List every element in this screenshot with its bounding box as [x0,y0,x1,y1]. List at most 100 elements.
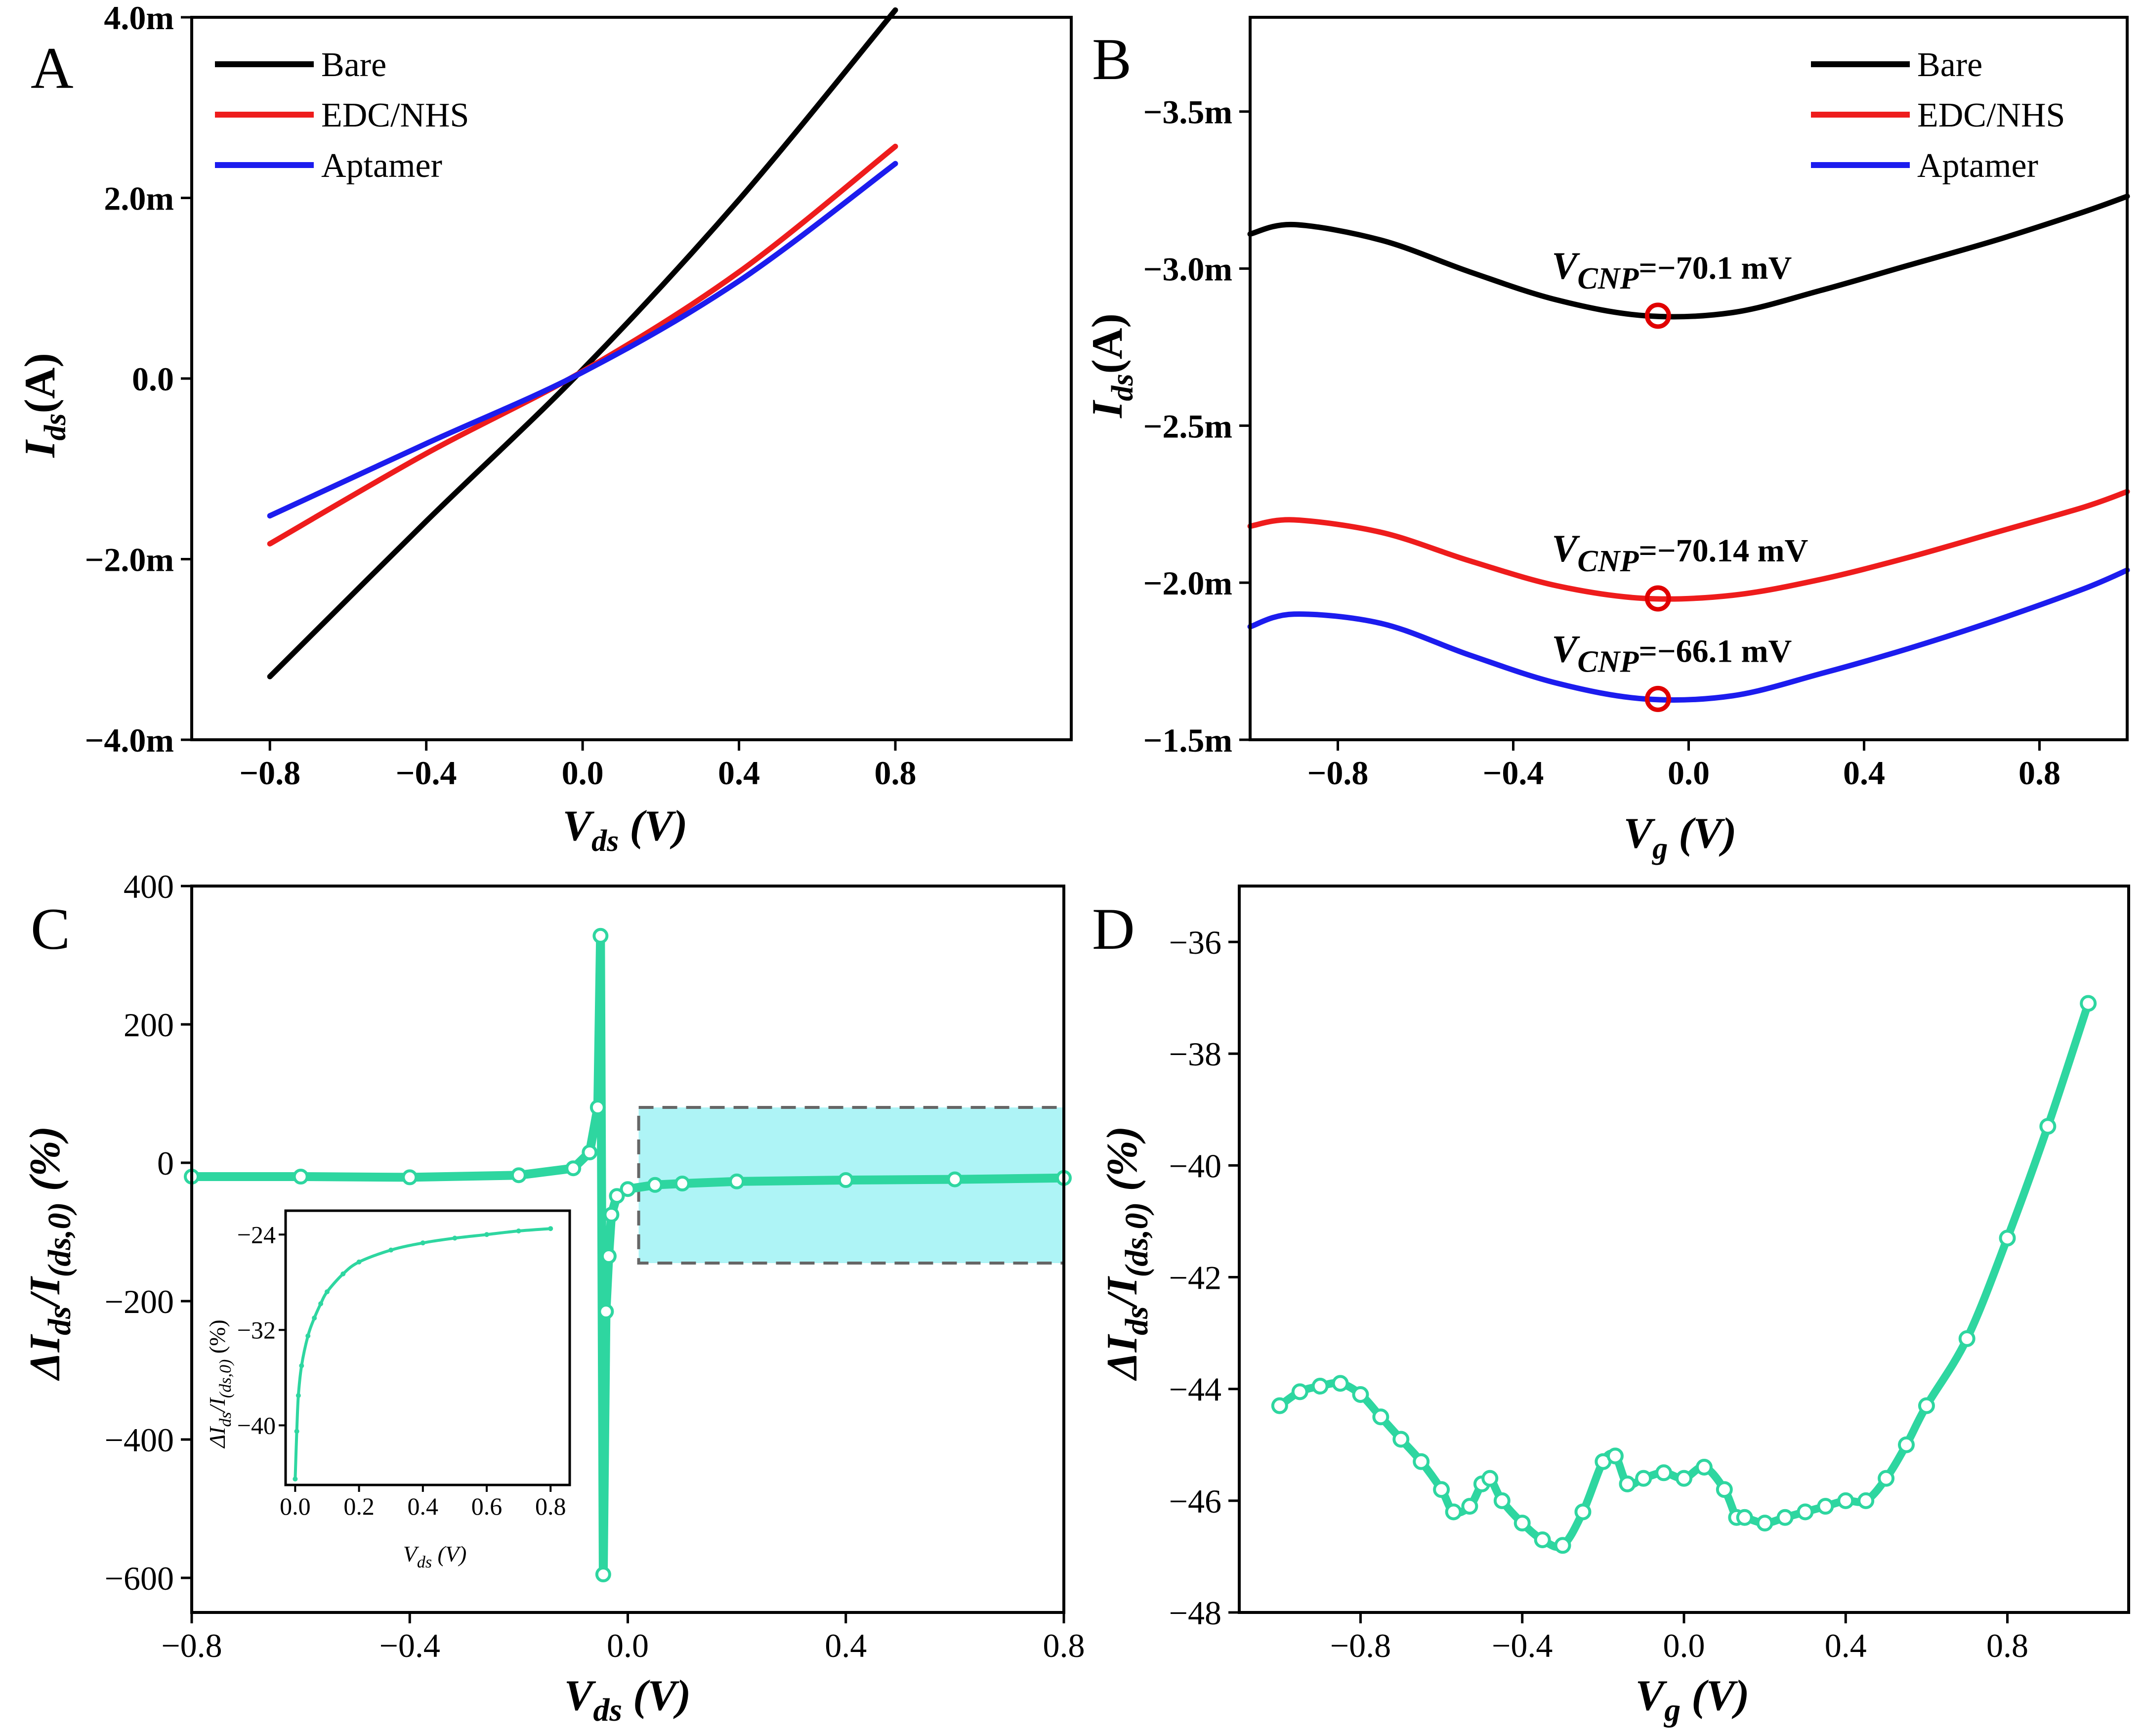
b-y-tick-label: −2.5m [1143,407,1232,445]
b-x-axis-title: Vg (V) [1623,809,1736,865]
a-y-tick-label: −4.0m [85,721,174,759]
c-inset-data-point [452,1235,458,1241]
b-y-tick-label: −2.0m [1143,564,1232,602]
d-data-point [1291,1383,1308,1400]
d-data-point [1606,1447,1624,1465]
c-inset-y-tick-label: −40 [237,1411,276,1439]
d-data-point [1716,1481,1733,1498]
c-inset-y-tick-label: −32 [237,1316,276,1344]
c-x-tick-label: −0.8 [161,1627,222,1664]
d-data-point [1817,1498,1834,1515]
d-data-point [1898,1436,1915,1453]
b-cnp-label: VCNP=−66.1 mV [1552,627,1792,678]
c-x-tick-label: 0.4 [825,1627,867,1664]
d-data-point [1676,1470,1692,1487]
d-data-point [1332,1375,1349,1392]
panel-letter-d: D [1092,896,1135,962]
d-y-tick-label: −42 [1169,1259,1221,1297]
b-legend-label: EDC/NHS [1917,96,2065,134]
c-x-axis-title: Vds (V) [564,1672,691,1728]
c-data-point [947,1171,963,1187]
c-data-point [729,1173,745,1189]
d-y-tick-label: −40 [1169,1147,1221,1185]
d-y-tick-label: −38 [1169,1035,1221,1073]
b-cnp-label: VCNP=−70.1 mV [1552,244,1792,296]
b-series-line-edc-nhs [1247,489,2130,602]
panel-letter-a: A [31,35,74,101]
d-data-point [1352,1386,1369,1403]
c-response-trace [192,931,1064,1579]
a-y-tick-label: 0.0 [132,360,174,398]
d-data-point [1445,1503,1462,1521]
d-data-point [1756,1515,1773,1532]
c-data-point [565,1160,582,1177]
d-data-point [1271,1397,1288,1414]
c-inset-trace [294,1227,551,1479]
c-y-tick-label: −200 [105,1283,174,1320]
a-legend-label: EDC/NHS [321,96,469,134]
a-x-tick-label: 0.0 [562,754,604,792]
d-data-point [1837,1492,1854,1509]
d-response-trace [1277,1002,2092,1551]
c-data-point [620,1181,636,1197]
c-inset-data-point [340,1271,346,1276]
c-inset-data-point [516,1228,521,1234]
c-inset-data-point [356,1259,362,1265]
b-x-tick-label: −0.8 [1307,754,1369,792]
c-inset-x-tick-label: 0.2 [343,1492,375,1520]
b-y-tick-label: −1.5m [1143,721,1232,759]
d-data-point [1311,1378,1329,1395]
a-series-line-edc-nhs [267,143,898,547]
a-y-axis-title: Ids(A) [16,353,72,458]
c-data-point [674,1176,690,1191]
c-inset-data-point [318,1301,324,1307]
d-data-point [1461,1498,1478,1515]
d-data-point [1534,1531,1551,1548]
c-inset-y-tick-label: −24 [237,1221,276,1248]
c-inset-x-tick-label: 0.8 [535,1492,566,1520]
c-data-point [510,1167,527,1184]
b-cnp-label: VCNP=−70.14 mV [1552,527,1808,578]
b-cnp-marker [1644,302,1671,329]
c-data-point [598,1304,614,1319]
c-inset-data-point [420,1240,425,1246]
d-data-point [1574,1503,1592,1521]
c-y-tick-label: 0 [157,1144,174,1182]
d-x-tick-label: 0.4 [1825,1627,1867,1664]
c-x-tick-label: 0.8 [1043,1627,1085,1664]
a-y-tick-label: −2.0m [85,541,174,579]
d-data-point [1797,1503,1814,1521]
c-inset-data-point [305,1333,311,1339]
b-x-tick-label: −0.4 [1483,754,1544,792]
c-x-tick-label: −0.4 [379,1627,440,1664]
b-cnp-marker [1644,685,1671,712]
d-x-tick-label: 0.8 [1986,1627,2028,1664]
d-data-point [1655,1464,1673,1482]
d-data-point [1433,1481,1450,1498]
d-y-tick-label: −46 [1169,1482,1221,1520]
a-y-tick-label: 2.0m [104,180,174,217]
c-data-point [582,1144,598,1160]
c-inset-data-point [388,1247,394,1253]
c-inset-x-axis-title: Vds (V) [403,1541,467,1571]
b-y-tick-label: −3.5m [1143,93,1232,131]
panel-letter-b: B [1092,26,1132,92]
c-data-point [589,1100,606,1115]
c-data-point [609,1188,625,1204]
d-data-point [1635,1470,1652,1487]
c-data-point [592,928,609,944]
d-data-point [1513,1515,1531,1532]
d-y-axis-title: ΔIds/I(ds,0) (%) [1098,1126,1155,1381]
d-x-axis-title: Vg (V) [1635,1672,1749,1728]
c-y-tick-label: −400 [105,1421,174,1459]
a-x-tick-label: −0.4 [396,754,457,792]
b-x-tick-label: 0.8 [2018,754,2060,792]
c-inset-data-point [324,1289,330,1295]
d-data-point [1695,1459,1713,1476]
d-data-point [1413,1453,1430,1470]
d-data-point [1619,1475,1636,1492]
c-inset-x-tick-label: 0.0 [280,1492,311,1520]
d-x-tick-label: −0.4 [1492,1627,1553,1664]
d-data-point [1493,1492,1511,1509]
a-x-tick-label: 0.8 [875,754,917,792]
